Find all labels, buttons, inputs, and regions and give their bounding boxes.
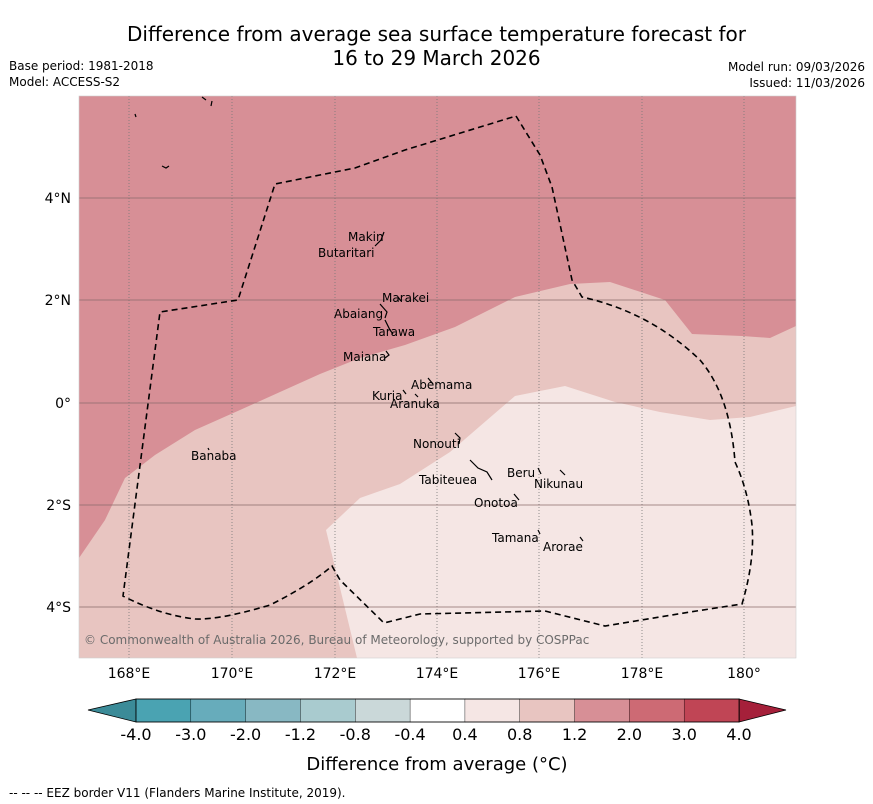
colorbar-tick-label: 0.4: [452, 725, 477, 744]
colorbar-tick-label: -0.8: [340, 725, 371, 744]
colorbar-swatch: [683, 698, 740, 723]
island-label: Banaba: [191, 449, 237, 463]
lon-tick-label: 176°E: [518, 666, 561, 682]
island-label: Beru: [507, 466, 535, 480]
lat-tick-label: 0°: [55, 396, 71, 412]
colorbar-swatch: [135, 698, 192, 723]
title-line-1: Difference from average sea surface temp…: [126, 22, 746, 46]
lon-tick-label: 172°E: [314, 666, 357, 682]
map-area: [79, 96, 796, 658]
colorbar-tick-label: 2.0: [617, 725, 642, 744]
title-line-2: 16 to 29 March 2026: [332, 46, 541, 70]
island-label: Maiana: [343, 350, 386, 364]
colorbar: -4.0 -3.0 -2.0 -1.2 -0.8 -0.4 0.4 0.8 1.2 2.0 3.0 4…: [87, 698, 787, 775]
island-label: Aranuka: [390, 397, 440, 411]
lat-tick-label: 2°S: [46, 498, 71, 514]
colorbar-tick-label: 0.8: [507, 725, 532, 744]
island-label: Arorae: [543, 540, 583, 554]
colorbar-swatch: [409, 698, 466, 723]
lon-tick-label: 174°E: [416, 666, 459, 682]
meta-left: Base period: 1981-2018 Model: ACCESS-S2: [9, 58, 154, 90]
island-label: Makin: [348, 230, 384, 244]
colorbar-swatch: [300, 698, 356, 723]
colorbar-title: Difference from average (°C): [306, 754, 567, 775]
colorbar-low-extend: [87, 698, 137, 723]
issued-date: Issued: 11/03/2026: [749, 76, 865, 90]
island-label: Tabiteuea: [418, 473, 477, 487]
colorbar-swatch: [519, 698, 576, 723]
model-name: Model: ACCESS-S2: [9, 75, 121, 89]
island-label: Abemama: [411, 378, 472, 392]
colorbar-high-extend: [738, 698, 787, 723]
colorbar-tick-label: 3.0: [671, 725, 696, 744]
base-period: Base period: 1981-2018: [9, 59, 154, 73]
colorbar-swatch: [629, 698, 685, 723]
map-frame: [78, 95, 797, 659]
longitude-labels: 168°E 170°E 172°E 174°E 176°E 178°E 180°: [108, 666, 761, 682]
lon-tick-label: 170°E: [211, 666, 254, 682]
map-title: Difference from average sea surface temp…: [0, 22, 873, 70]
copyright-notice: © Commonwealth of Australia 2026, Bureau…: [84, 633, 589, 647]
colorbar-swatch: [190, 698, 247, 723]
colorbar-tick-label: -0.4: [394, 725, 425, 744]
colorbar-tick-label: 4.0: [726, 725, 751, 744]
island-label: Abaiang: [334, 307, 383, 321]
model-run: Model run: 09/03/2026: [727, 60, 865, 74]
island-labels: Makin Butaritari Marakei Abaiang Tarawa …: [191, 230, 583, 554]
colorbar-swatch: [245, 698, 302, 723]
island-label: Marakei: [382, 291, 429, 305]
lon-tick-label: 168°E: [108, 666, 151, 682]
colorbar-outline: [135, 698, 740, 723]
parallels: [79, 197, 796, 608]
eez-border: [122, 115, 754, 627]
colorbar-swatch: [574, 698, 631, 723]
lat-tick-label: 4°S: [46, 600, 71, 616]
lat-tick-label: 2°N: [45, 293, 71, 309]
colorbar-ticks: -4.0 -3.0 -2.0 -1.2 -0.8 -0.4 0.4 0.8 1.2 2.0 3.0 4…: [120, 725, 751, 744]
colorbar-tick-label: -2.0: [230, 725, 261, 744]
island-label: Tamana: [491, 531, 539, 545]
colorbar-tick-label: -1.2: [285, 725, 316, 744]
island-label: Tarawa: [372, 325, 415, 339]
colorbar-swatch: [355, 698, 411, 723]
latitude-labels: 4°N 2°N 0° 2°S 4°S: [45, 191, 72, 616]
lon-tick-label: 178°E: [621, 666, 664, 682]
colorbar-swatch: [464, 698, 521, 723]
island-label: Butaritari: [318, 246, 375, 260]
lat-tick-label: 4°N: [45, 191, 71, 207]
meridians: [128, 96, 745, 658]
island-shapes: [134, 96, 584, 542]
lon-tick-label: 180°: [727, 666, 761, 682]
colorbar-tick-label: 1.2: [562, 725, 587, 744]
island-label: Nonouti: [413, 437, 460, 451]
island-label: Onotoa: [474, 496, 518, 510]
colorbar-tick-label: -3.0: [175, 725, 206, 744]
colorbar-tick-label: -4.0: [120, 725, 151, 744]
meta-right: Model run: 09/03/2026 Issued: 11/03/2026: [728, 59, 865, 91]
colorbar-swatches: [135, 698, 740, 723]
island-label: Kuria: [372, 389, 403, 403]
eez-legend: -- -- -- EEZ border V11 (Flanders Marine…: [9, 786, 346, 800]
island-label: Nikunau: [534, 477, 583, 491]
anomaly-region-0p4-0p8: [326, 386, 796, 658]
